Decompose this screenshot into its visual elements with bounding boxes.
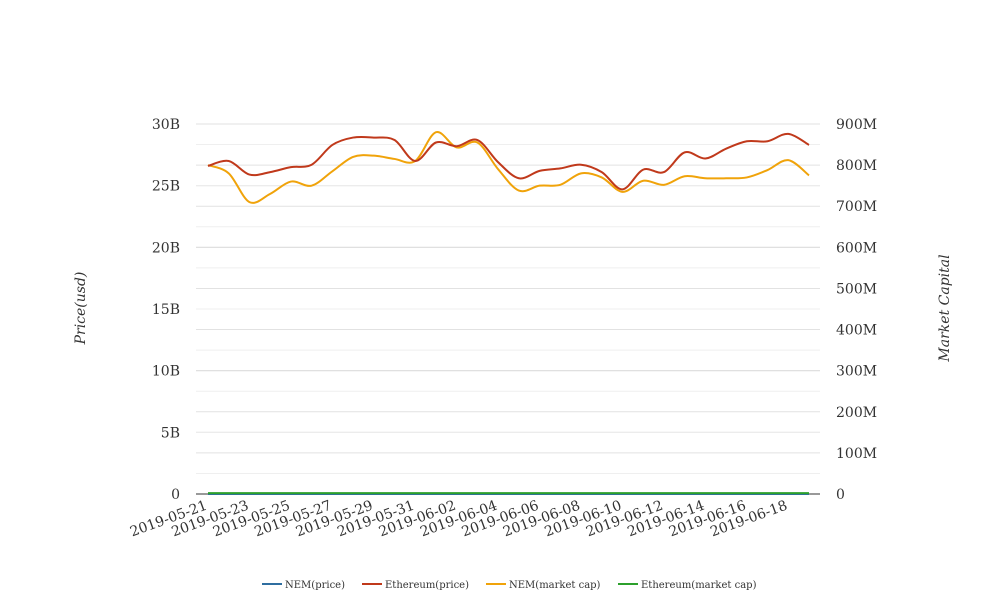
legend-label: Ethereum(price) [385,580,469,591]
grid-lines [196,123,820,474]
left-tick-label: 10B [152,364,180,380]
legend: NEM(price) Ethereum(price) NEM(market cap)… [262,580,757,591]
left-tick-label: 0 [171,487,180,503]
legend-label: Ethereum(market cap) [641,580,757,591]
right-tick-label: 700M [836,199,877,215]
legend-label: NEM(price) [285,580,345,591]
right-tick-label: 800M [836,158,877,174]
left-tick-label: 5B [161,425,180,441]
series-line-ethereum-price [207,132,810,191]
right-tick-label: 300M [836,364,877,380]
left-tick-label: 20B [152,240,180,256]
right-tick-label: 200M [836,405,877,421]
left-tick-label: 15B [152,302,180,318]
right-tick-label: 0 [836,487,845,503]
right-tick-label: 400M [836,323,877,339]
right-tick-label: 600M [836,240,877,256]
right-tick-label: 900M [836,117,877,133]
right-tick-label: 100M [836,446,877,462]
right-tick-label: 500M [836,281,877,297]
right-axis-ticks: 0 100M 200M 300M 400M 500M 600M 700M 800M 900M [836,117,877,503]
left-axis-ticks: 0 5B 10B 15B 20B 25B 30B [152,117,180,503]
x-axis-ticks: 2019-05-212019-05-232019-05-252019-05-27… [128,498,790,541]
left-tick-label: 30B [152,117,180,133]
series-line-nem-market-cap [207,131,810,204]
legend-label: NEM(market cap) [509,580,601,591]
series-lines [207,131,810,495]
left-axis-title: Price(usd) [73,272,89,346]
right-axis-title: Market Capital [937,254,953,362]
left-tick-label: 25B [152,179,180,195]
